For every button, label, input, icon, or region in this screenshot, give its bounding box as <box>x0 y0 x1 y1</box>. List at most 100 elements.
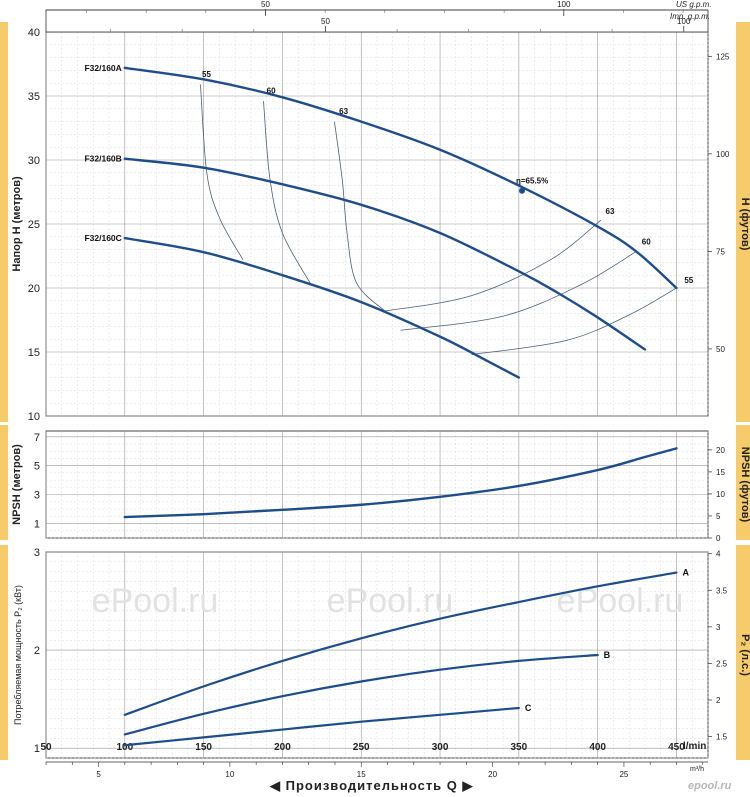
efficiency-label: 60 <box>267 86 276 95</box>
power-right-tick-label: 3 <box>716 623 721 632</box>
right-rail-head <box>736 22 750 422</box>
watermark-layer: ePool.ru ePool.ru ePool.ru <box>92 582 684 620</box>
power-left-tick-label: 3 <box>34 547 40 559</box>
efficiency-curve-63 <box>384 219 602 312</box>
npsh-left-tick-label: 1 <box>34 519 40 531</box>
power-right-tick-label: 3.5 <box>716 586 728 595</box>
grid-layer <box>45 31 709 759</box>
curves-layer <box>123 66 678 747</box>
power-right-tick-label: 1.5 <box>716 733 728 742</box>
head-curve-f32-160b <box>123 157 647 351</box>
efficiency-label: 63 <box>339 107 348 116</box>
head-left-tick-label: 20 <box>28 283 40 295</box>
logo: epool.ru <box>688 780 732 792</box>
power-right-tick-label: 2.5 <box>716 659 728 668</box>
left-rail-head <box>0 22 8 422</box>
head-ylabel-right: H (футов) <box>739 198 750 251</box>
efficiency-curve-63 <box>334 121 386 312</box>
npsh-curve <box>123 447 678 519</box>
bottom-axis-title: ◀ Производительность Q ▶ <box>270 778 474 794</box>
power-series-label: C <box>525 703 532 713</box>
unit-m3h: m³/h <box>690 766 704 773</box>
efficiency-label: 55 <box>684 276 693 285</box>
best-efficiency-point <box>519 187 526 194</box>
series-label: F32/160C <box>84 233 121 243</box>
top-impgpm-label: Imp. g.p.m. <box>670 12 711 21</box>
x-axis-title: Производительность Q <box>285 778 458 793</box>
lmin-tick-label: 50 <box>40 742 52 753</box>
head-ylabel-left: Напор H (метров) <box>11 176 23 272</box>
head-right-tick-label: 75 <box>716 247 725 256</box>
efficiency-curve-55 <box>200 84 244 261</box>
lmin-tick-label: 450 <box>668 742 685 753</box>
labels-layer: F32/160A F32/160B F32/160C 55 60 63 63 60 55 η=65… <box>84 63 693 713</box>
efficiency-curve-60 <box>263 101 312 285</box>
npsh-ylabel-right: NPSH (футов) <box>739 447 750 523</box>
m3h-tick-label: 20 <box>488 770 497 779</box>
npsh-left-tick-label: 5 <box>34 461 40 473</box>
npsh-right-tick-label: 10 <box>716 490 725 499</box>
axis-title-arrow-left-icon: ◀ <box>270 778 286 793</box>
top-usgpm-tick-label: 50 <box>261 0 270 9</box>
head-right-tick-label: 100 <box>716 150 730 159</box>
lmin-tick-label: 150 <box>195 742 212 753</box>
power-series-label: A <box>682 568 689 578</box>
head-left-tick-label: 40 <box>28 27 40 39</box>
head-left-tick-label: 25 <box>28 219 40 231</box>
power-left-tick-label: 2 <box>34 645 40 657</box>
right-rail-power <box>736 545 750 760</box>
head-right-tick-label: 50 <box>716 345 725 354</box>
watermark-text: ePool.ru <box>92 582 219 620</box>
top-axis-frame <box>45 9 709 33</box>
lmin-tick-label: 200 <box>274 742 291 753</box>
npsh-right-tick-label: 5 <box>716 512 721 521</box>
power-ylabel-right: P₂ (л.с.) <box>739 634 750 676</box>
power-series-label: B <box>604 650 611 660</box>
lmin-tick-label: 350 <box>511 742 528 753</box>
best-efficiency-label: η=65.5% <box>516 177 548 186</box>
lmin-tick-label: 250 <box>353 742 370 753</box>
head-left-tick-label: 15 <box>28 347 40 359</box>
efficiency-label: 63 <box>606 207 615 216</box>
efficiency-label: 55 <box>202 70 211 79</box>
power-curve-c <box>123 706 520 747</box>
power-ylabel-left: Потребляемая мощность P₂ (кВт) <box>13 585 23 725</box>
m3h-tick-label: 25 <box>619 770 628 779</box>
top-usgpm-tick-label: 100 <box>557 0 571 9</box>
lmin-tick-label: 100 <box>116 742 133 753</box>
axis-title-arrow-right-icon: ▶ <box>457 778 474 793</box>
m3h-tick-label: 5 <box>96 770 101 779</box>
right-rail-npsh <box>736 425 750 540</box>
head-curve-f32-160a <box>123 66 678 290</box>
unit-lmin: l/min <box>683 741 707 752</box>
npsh-left-tick-label: 3 <box>34 490 40 502</box>
npsh-right-tick-label: 15 <box>716 468 725 477</box>
top-impgpm-tick-label: 50 <box>321 17 330 26</box>
power-right-tick-label: 4 <box>716 550 721 559</box>
npsh-left-tick-label: 7 <box>34 432 40 444</box>
series-label: F32/160B <box>84 154 121 164</box>
power-curve-b <box>123 653 599 736</box>
left-rail-power <box>0 545 8 760</box>
watermark-text: ePool.ru <box>327 582 454 620</box>
head-curve-f32-160c <box>123 236 521 379</box>
npsh-ylabel-left: NPSH (метров) <box>11 444 23 525</box>
head-right-tick-label: 125 <box>716 52 730 61</box>
npsh-right-tick-label: 0 <box>716 534 721 543</box>
lmin-tick-label: 300 <box>432 742 449 753</box>
m3h-tick-label: 10 <box>225 770 234 779</box>
power-left-tick-label: 1 <box>34 743 40 755</box>
efficiency-label: 60 <box>642 237 651 246</box>
efficiency-curve-55 <box>471 287 677 355</box>
efficiency-curve-60 <box>400 250 638 331</box>
power-right-tick-label: 2 <box>716 696 721 705</box>
power-curve-a <box>123 571 678 716</box>
npsh-right-tick-label: 20 <box>716 446 725 455</box>
top-usgpm-label: US g.p.m. <box>676 0 712 9</box>
m3h-tick-label: 15 <box>357 770 366 779</box>
left-rail-npsh <box>0 425 8 540</box>
series-label: F32/160A <box>84 63 121 73</box>
